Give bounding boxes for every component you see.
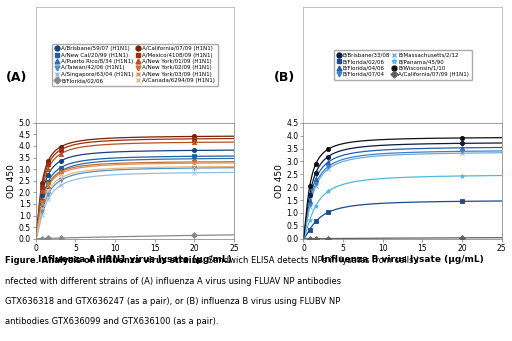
- Point: [38, 180, 46, 186]
- Text: (A): (A): [6, 71, 28, 84]
- Point: [312, 203, 320, 208]
- Point: [56, 147, 65, 153]
- Point: [38, 212, 46, 218]
- Point: [312, 183, 320, 189]
- Point: [38, 188, 46, 194]
- Point: [44, 172, 52, 177]
- Text: Figure. Analysis of influenza virus strains.: Figure. Analysis of influenza virus stra…: [5, 256, 206, 265]
- Point: [306, 202, 314, 207]
- Point: [306, 236, 314, 241]
- Point: [38, 202, 46, 208]
- Point: [38, 202, 46, 207]
- Point: [56, 158, 65, 164]
- Point: [190, 159, 199, 165]
- Text: GTX636318 and GTX636247 (as a pair), or (B) influenza B virus using FLUBV NP: GTX636318 and GTX636247 (as a pair), or …: [5, 297, 340, 306]
- Text: antibodies GTX636099 and GTX636100 (as a pair).: antibodies GTX636099 and GTX636100 (as a…: [5, 317, 219, 326]
- Point: [56, 175, 65, 181]
- Point: [306, 204, 314, 209]
- Point: [458, 150, 466, 156]
- Point: [56, 171, 65, 176]
- Point: [312, 236, 320, 241]
- Point: [324, 236, 332, 241]
- Point: [458, 173, 466, 179]
- Point: [324, 189, 332, 194]
- Point: [38, 199, 46, 205]
- Point: [458, 149, 466, 154]
- Point: [44, 183, 52, 189]
- Text: (B): (B): [274, 71, 295, 84]
- Point: [458, 145, 466, 151]
- Point: [44, 181, 52, 187]
- Point: [458, 198, 466, 204]
- Point: [56, 178, 65, 183]
- Point: [38, 208, 46, 214]
- Point: [38, 206, 46, 211]
- Point: [44, 166, 52, 172]
- Point: [38, 192, 46, 197]
- Point: [324, 159, 332, 165]
- Point: [458, 140, 466, 146]
- Point: [190, 165, 199, 171]
- Point: [458, 235, 466, 240]
- X-axis label: Influenza B virus lysate (μg/mL): Influenza B virus lysate (μg/mL): [321, 255, 484, 264]
- Point: [190, 148, 199, 153]
- Point: [312, 161, 320, 166]
- Point: [56, 165, 65, 170]
- Point: [312, 176, 320, 181]
- Point: [190, 160, 199, 166]
- X-axis label: Influenza A H1N1 virus lysate (μg/mL): Influenza A H1N1 virus lysate (μg/mL): [38, 255, 232, 264]
- Point: [312, 170, 320, 175]
- Point: [306, 218, 314, 223]
- Point: [44, 236, 52, 241]
- Point: [56, 183, 65, 188]
- Point: [324, 210, 332, 215]
- Point: [190, 140, 199, 145]
- Point: [306, 198, 314, 203]
- Text: nfected with different strains of (A) influenza A virus using FLUAV NP antibodie: nfected with different strains of (A) in…: [5, 277, 341, 285]
- Point: [312, 219, 320, 224]
- Point: [44, 162, 52, 167]
- Point: [38, 198, 46, 204]
- Point: [56, 169, 65, 175]
- Legend: B/Brisbane/33/08, B/Florida/02/06, B/Florida/04/06, B/Florida/07/04, B/Massachus: B/Brisbane/33/08, B/Florida/02/06, B/Flo…: [333, 50, 472, 80]
- Point: [324, 164, 332, 169]
- Point: [190, 164, 199, 169]
- Point: [38, 184, 46, 190]
- Point: [190, 233, 199, 238]
- Point: [190, 156, 199, 162]
- Point: [458, 135, 466, 141]
- Point: [324, 154, 332, 159]
- Point: [56, 144, 65, 150]
- Point: [44, 189, 52, 194]
- Point: [190, 136, 199, 142]
- Point: [44, 184, 52, 189]
- Point: [306, 227, 314, 232]
- Point: [56, 235, 65, 241]
- Text: Sandwich ELISA detects NPs in lysates from cells i: Sandwich ELISA detects NPs in lysates fr…: [208, 256, 419, 265]
- Point: [190, 134, 199, 139]
- Y-axis label: OD 450: OD 450: [275, 164, 284, 198]
- Point: [38, 236, 46, 241]
- Point: [324, 146, 332, 152]
- Y-axis label: OD 450: OD 450: [7, 164, 16, 198]
- Point: [306, 192, 314, 198]
- Point: [44, 179, 52, 184]
- Point: [306, 184, 314, 189]
- Point: [56, 151, 65, 157]
- Point: [44, 158, 52, 164]
- Point: [324, 166, 332, 172]
- Point: [312, 181, 320, 186]
- Legend: A/Brisbane/59/07 (H1N1), A/New Cal/20/99 (H1N1), A/Puerto Rico/8/34 (H1N1), A/Ta: A/Brisbane/59/07 (H1N1), A/New Cal/20/99…: [52, 44, 218, 86]
- Point: [44, 191, 52, 197]
- Point: [44, 196, 52, 202]
- Point: [56, 168, 65, 174]
- Point: [190, 153, 199, 159]
- Point: [190, 170, 199, 176]
